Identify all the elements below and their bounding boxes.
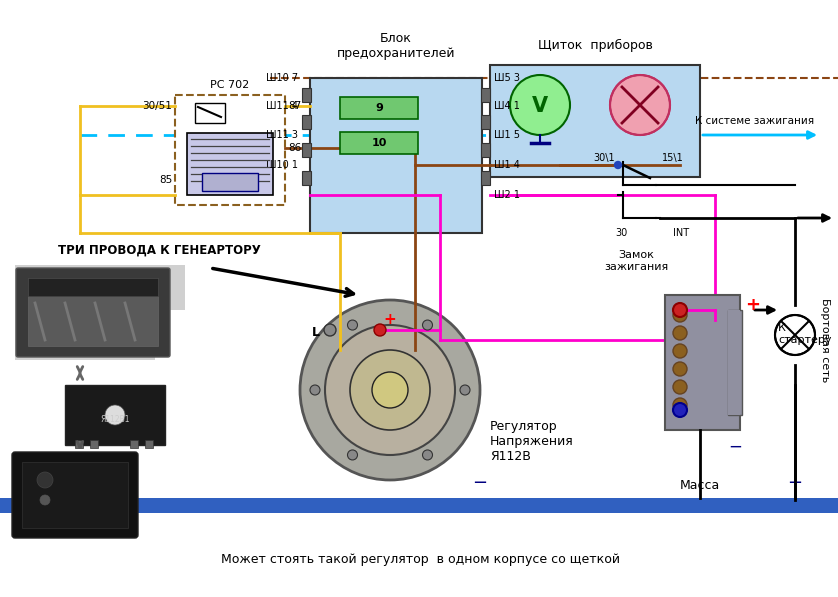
Bar (90, 440, 98, 448)
Text: +: + (745, 296, 760, 314)
Circle shape (610, 75, 670, 135)
Text: Регулятор
Напряжения
Я112В: Регулятор Напряжения Я112В (490, 420, 574, 463)
Polygon shape (15, 265, 185, 360)
Circle shape (348, 450, 358, 460)
Bar (302, 171, 311, 185)
Text: 87: 87 (288, 101, 301, 111)
Text: 30: 30 (615, 228, 627, 238)
Bar (302, 143, 311, 157)
Text: 86: 86 (288, 143, 301, 153)
Bar (481, 171, 490, 185)
Text: РС 702: РС 702 (210, 80, 250, 90)
Bar (187, 133, 273, 195)
Bar (665, 295, 740, 430)
Text: Ш10 7: Ш10 7 (266, 73, 298, 83)
Circle shape (300, 300, 480, 480)
Circle shape (40, 495, 50, 505)
Circle shape (775, 315, 815, 355)
Text: К системе зажигания: К системе зажигания (696, 116, 815, 126)
Bar (481, 143, 490, 157)
Circle shape (37, 472, 53, 488)
Bar (490, 65, 700, 177)
Text: −: − (473, 474, 488, 492)
Circle shape (673, 380, 687, 394)
Text: Может стоять такой регулятор  в одном корпусе со щеткой: Может стоять такой регулятор в одном кор… (220, 553, 619, 567)
Circle shape (673, 398, 687, 412)
Circle shape (673, 326, 687, 340)
Text: Ш4 1: Ш4 1 (494, 101, 520, 111)
FancyBboxPatch shape (16, 268, 170, 357)
Text: Замок
зажигания: Замок зажигания (604, 250, 668, 272)
Bar (481, 88, 490, 102)
Text: Ш10 1: Ш10 1 (266, 160, 298, 170)
Text: INT: INT (673, 228, 689, 238)
Circle shape (422, 320, 432, 330)
Bar (28, 278, 158, 296)
Circle shape (673, 362, 687, 376)
Text: −: − (728, 438, 742, 456)
Text: Ш2 1: Ш2 1 (494, 190, 520, 200)
Bar (130, 440, 138, 448)
Text: −: − (788, 474, 803, 492)
Text: Ш1 4: Ш1 4 (494, 160, 520, 170)
Circle shape (310, 385, 320, 395)
Text: 15\1: 15\1 (662, 153, 684, 163)
Text: Я112В1: Я112В1 (101, 416, 130, 424)
Circle shape (372, 372, 408, 408)
Bar (28, 278, 158, 346)
Bar (145, 440, 153, 448)
Text: L: L (312, 325, 320, 338)
Text: 85: 85 (158, 175, 172, 185)
Text: 9: 9 (375, 103, 383, 113)
Text: ТРИ ПРОВОДА К ГЕНЕАРТОРУ: ТРИ ПРОВОДА К ГЕНЕАРТОРУ (58, 244, 261, 257)
Circle shape (105, 405, 125, 425)
Text: +: + (384, 312, 396, 328)
Text: 30\1: 30\1 (593, 153, 615, 163)
FancyBboxPatch shape (12, 452, 138, 538)
Text: 10: 10 (371, 138, 386, 148)
Bar (302, 88, 311, 102)
Bar (481, 115, 490, 129)
Text: Ш11 4: Ш11 4 (266, 101, 298, 111)
Circle shape (350, 350, 430, 430)
Circle shape (422, 450, 432, 460)
Bar (65, 385, 165, 445)
Text: Масса: Масса (680, 479, 720, 492)
Circle shape (325, 325, 455, 455)
Circle shape (348, 320, 358, 330)
Bar (195, 103, 225, 123)
Text: Бортовая сеть: Бортовая сеть (820, 298, 830, 382)
Bar (22, 462, 128, 528)
Text: Щиток  приборов: Щиток приборов (537, 39, 653, 52)
Text: Блок
предохранителей: Блок предохранителей (337, 32, 455, 60)
Text: 30/51: 30/51 (142, 101, 172, 111)
Circle shape (460, 385, 470, 395)
Bar (728, 310, 740, 415)
Circle shape (374, 324, 386, 336)
Bar (310, 78, 482, 233)
Circle shape (673, 403, 687, 417)
Text: К
стартеру: К стартеру (778, 323, 831, 344)
Circle shape (510, 75, 570, 135)
Circle shape (673, 308, 687, 322)
Bar (728, 310, 742, 415)
Text: V: V (532, 96, 548, 116)
Circle shape (614, 162, 622, 168)
Circle shape (673, 344, 687, 358)
Bar (0, 498, 838, 513)
Bar (175, 95, 285, 205)
Bar (302, 115, 311, 129)
Circle shape (324, 324, 336, 336)
Text: Ш11 3: Ш11 3 (266, 130, 298, 140)
Text: Ш1 5: Ш1 5 (494, 130, 520, 140)
Bar (340, 97, 418, 119)
Text: Ш5 3: Ш5 3 (494, 73, 520, 83)
Circle shape (673, 303, 687, 317)
Bar (340, 132, 418, 154)
Bar (75, 440, 83, 448)
Bar (202, 173, 258, 191)
